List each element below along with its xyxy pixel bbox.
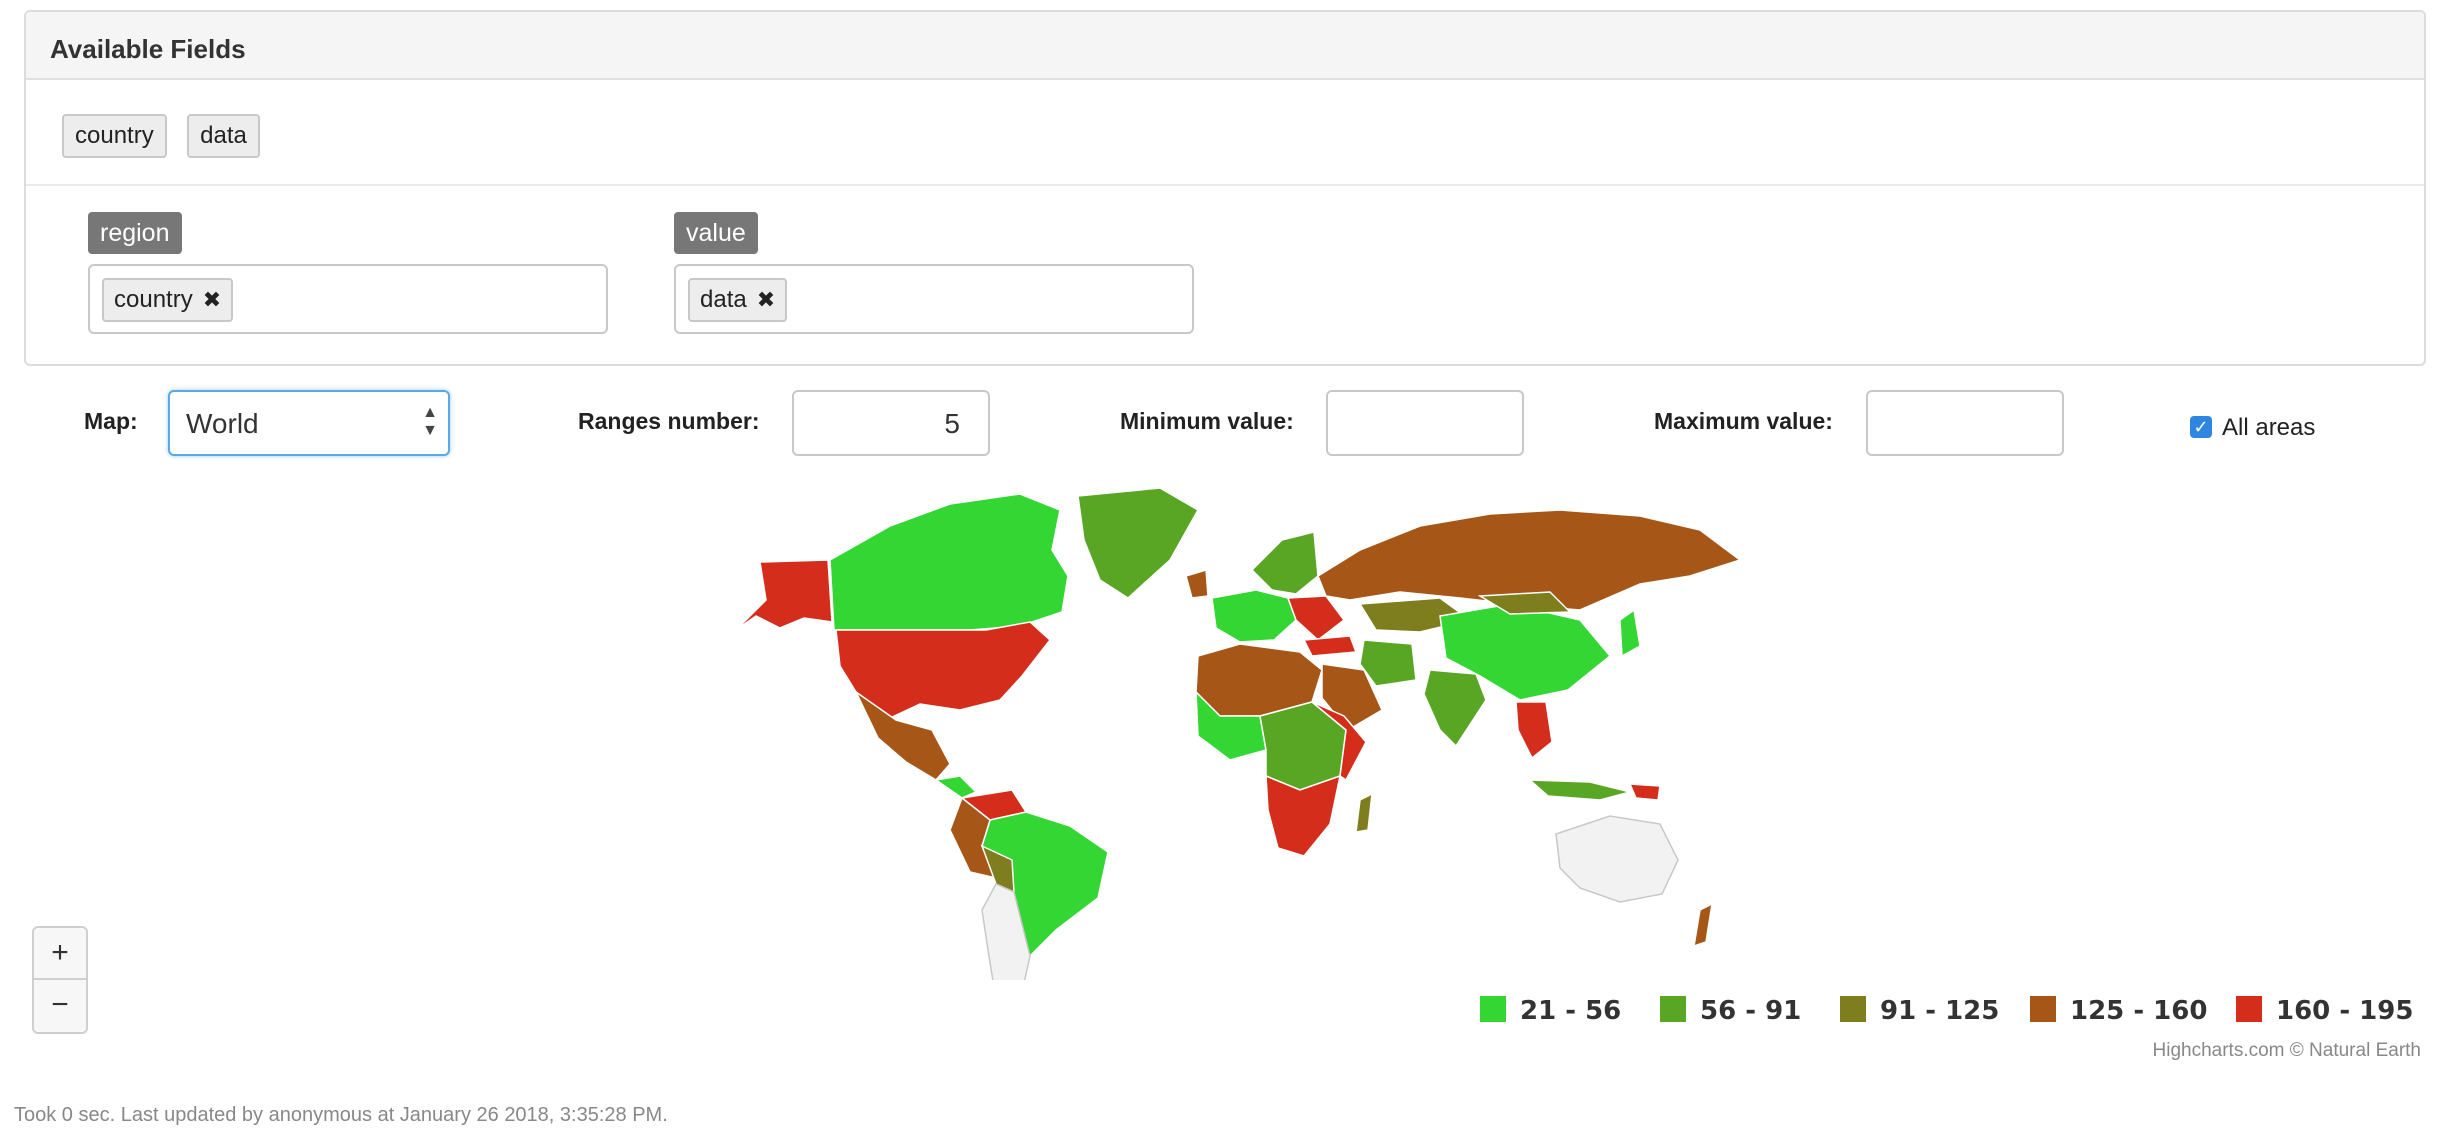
region-drop-group: region country ✖ xyxy=(88,212,608,334)
region-drop-zone[interactable]: country ✖ xyxy=(88,264,608,334)
region-label: region xyxy=(88,212,182,254)
region-madagascar[interactable] xyxy=(1355,792,1373,833)
legend-label: 21 - 56 xyxy=(1520,996,1622,1026)
region-mongolia[interactable] xyxy=(1477,591,1572,615)
region-turkey[interactable] xyxy=(1302,635,1358,657)
region-new-zealand[interactable] xyxy=(1693,902,1713,948)
region-alaska[interactable] xyxy=(735,559,833,631)
field-chip-data[interactable]: data xyxy=(187,114,260,158)
region-southern-africa[interactable] xyxy=(1265,774,1342,857)
region-indonesia[interactable] xyxy=(1527,779,1633,801)
value-drop-group: value data ✖ xyxy=(674,212,1194,334)
legend-label: 91 - 125 xyxy=(1880,996,2000,1026)
select-arrows-icon: ▲ ▼ xyxy=(422,404,438,439)
legend-item[interactable]: 91 - 125 xyxy=(1840,996,1999,1026)
region-chip[interactable]: country ✖ xyxy=(102,278,234,322)
available-fields-panel: Available Fields country data region cou… xyxy=(24,10,2426,366)
legend-swatch xyxy=(2236,996,2262,1022)
region-iran[interactable] xyxy=(1359,639,1417,687)
minimum-value-input[interactable] xyxy=(1326,390,1524,456)
ranges-label: Ranges number: xyxy=(578,408,760,434)
legend-swatch xyxy=(2030,996,2056,1022)
minimum-value-label: Minimum value: xyxy=(1120,408,1294,434)
map-credits[interactable]: Highcharts.com © Natural Earth xyxy=(2152,1040,2422,1061)
region-australia[interactable] xyxy=(1555,815,1679,903)
map-select[interactable]: World ▲ ▼ xyxy=(168,390,450,456)
region-russia[interactable] xyxy=(1317,509,1742,611)
maximum-value-label: Maximum value: xyxy=(1654,408,1833,434)
legend-label: 56 - 91 xyxy=(1700,996,1802,1026)
zoom-out-button[interactable]: − xyxy=(32,980,88,1034)
region-greenland[interactable] xyxy=(1077,487,1200,599)
legend-item[interactable]: 125 - 160 xyxy=(2030,996,2207,1026)
map-select-value: World xyxy=(186,408,259,439)
value-drop-zone[interactable]: data ✖ xyxy=(674,264,1194,334)
region-western-europe[interactable] xyxy=(1211,589,1297,643)
ranges-number-input[interactable]: 5 xyxy=(792,390,990,456)
legend-item[interactable]: 56 - 91 xyxy=(1660,996,1801,1026)
region-papua[interactable] xyxy=(1628,783,1661,801)
remove-icon[interactable]: ✖ xyxy=(756,287,776,312)
legend-swatch xyxy=(1840,996,1866,1022)
region-argentina[interactable] xyxy=(981,883,1031,980)
world-map[interactable] xyxy=(700,480,1760,980)
panel-divider xyxy=(26,184,2424,186)
remove-icon[interactable]: ✖ xyxy=(202,287,222,312)
region-india[interactable] xyxy=(1423,669,1487,748)
value-chip[interactable]: data ✖ xyxy=(688,278,788,322)
region-canada[interactable] xyxy=(829,493,1069,631)
all-areas-checkbox[interactable]: ✓ xyxy=(2190,416,2212,438)
legend-item[interactable]: 21 - 56 xyxy=(1480,996,1621,1026)
field-list: country data xyxy=(62,114,276,162)
legend-item[interactable]: 160 - 195 xyxy=(2236,996,2413,1026)
value-chip-label: data xyxy=(700,286,747,313)
value-label: value xyxy=(674,212,758,254)
region-japan[interactable] xyxy=(1619,608,1641,658)
region-mexico[interactable] xyxy=(854,689,951,781)
legend-swatch xyxy=(1660,996,1686,1022)
maximum-value-input[interactable] xyxy=(1866,390,2064,456)
region-east-africa[interactable] xyxy=(1311,701,1367,782)
region-uk[interactable] xyxy=(1185,569,1209,599)
legend-label: 160 - 195 xyxy=(2276,996,2414,1026)
panel-title: Available Fields xyxy=(26,12,2424,80)
region-scandinavia[interactable] xyxy=(1250,531,1319,595)
region-eastern-europe[interactable] xyxy=(1286,595,1346,641)
field-chip-country[interactable]: country xyxy=(62,114,167,158)
region-usa[interactable] xyxy=(835,621,1052,719)
status-footer: Took 0 sec. Last updated by anonymous at… xyxy=(14,1104,668,1126)
map-label: Map: xyxy=(84,408,138,434)
all-areas-label: All areas xyxy=(2222,414,2316,441)
region-chip-label: country xyxy=(114,286,193,313)
legend-label: 125 - 160 xyxy=(2070,996,2208,1026)
region-se-asia[interactable] xyxy=(1515,701,1553,760)
zoom-in-button[interactable]: + xyxy=(32,926,88,980)
legend-swatch xyxy=(1480,996,1506,1022)
region-central-america[interactable] xyxy=(934,775,978,799)
